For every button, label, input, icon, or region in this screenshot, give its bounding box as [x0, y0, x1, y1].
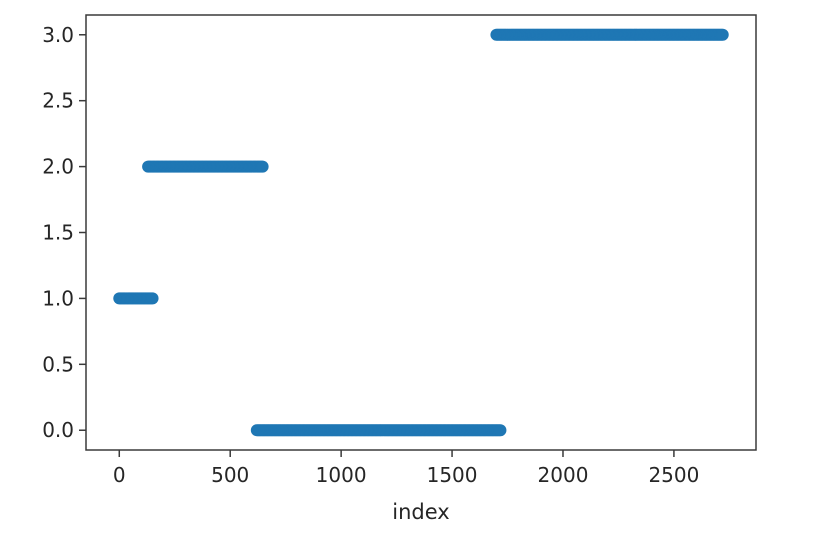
- x-tick-label: 0: [113, 463, 126, 487]
- points-layer: [113, 28, 729, 437]
- x-tick-label: 2000: [538, 463, 589, 487]
- y-tick-label: 1.0: [42, 286, 74, 310]
- x-tick-label: 2500: [648, 463, 699, 487]
- point-run: [142, 160, 269, 173]
- y-tick-label: 2.5: [42, 89, 74, 113]
- x-axis-ticks: 0 500 1000 1500 2000 2500: [113, 450, 699, 487]
- x-tick-label: 1500: [427, 463, 478, 487]
- point-run: [113, 292, 159, 305]
- data-point: [146, 292, 159, 305]
- y-tick-label: 2.0: [42, 155, 74, 179]
- y-tick-label: 1.5: [42, 221, 74, 245]
- x-axis-label: index: [392, 500, 449, 524]
- data-point: [494, 424, 507, 437]
- y-axis-ticks: 0.0 0.5 1.0 1.5 2.0 2.5 3.0: [42, 23, 86, 442]
- data-point: [256, 160, 269, 173]
- y-tick-label: 3.0: [42, 23, 74, 47]
- data-point: [716, 28, 729, 41]
- point-run: [490, 28, 729, 41]
- y-tick-label: 0.0: [42, 418, 74, 442]
- x-tick-label: 1000: [316, 463, 367, 487]
- plot-frame: [85, 14, 757, 451]
- point-run: [250, 424, 507, 437]
- y-tick-label: 0.5: [42, 352, 74, 376]
- x-tick-label: 500: [211, 463, 249, 487]
